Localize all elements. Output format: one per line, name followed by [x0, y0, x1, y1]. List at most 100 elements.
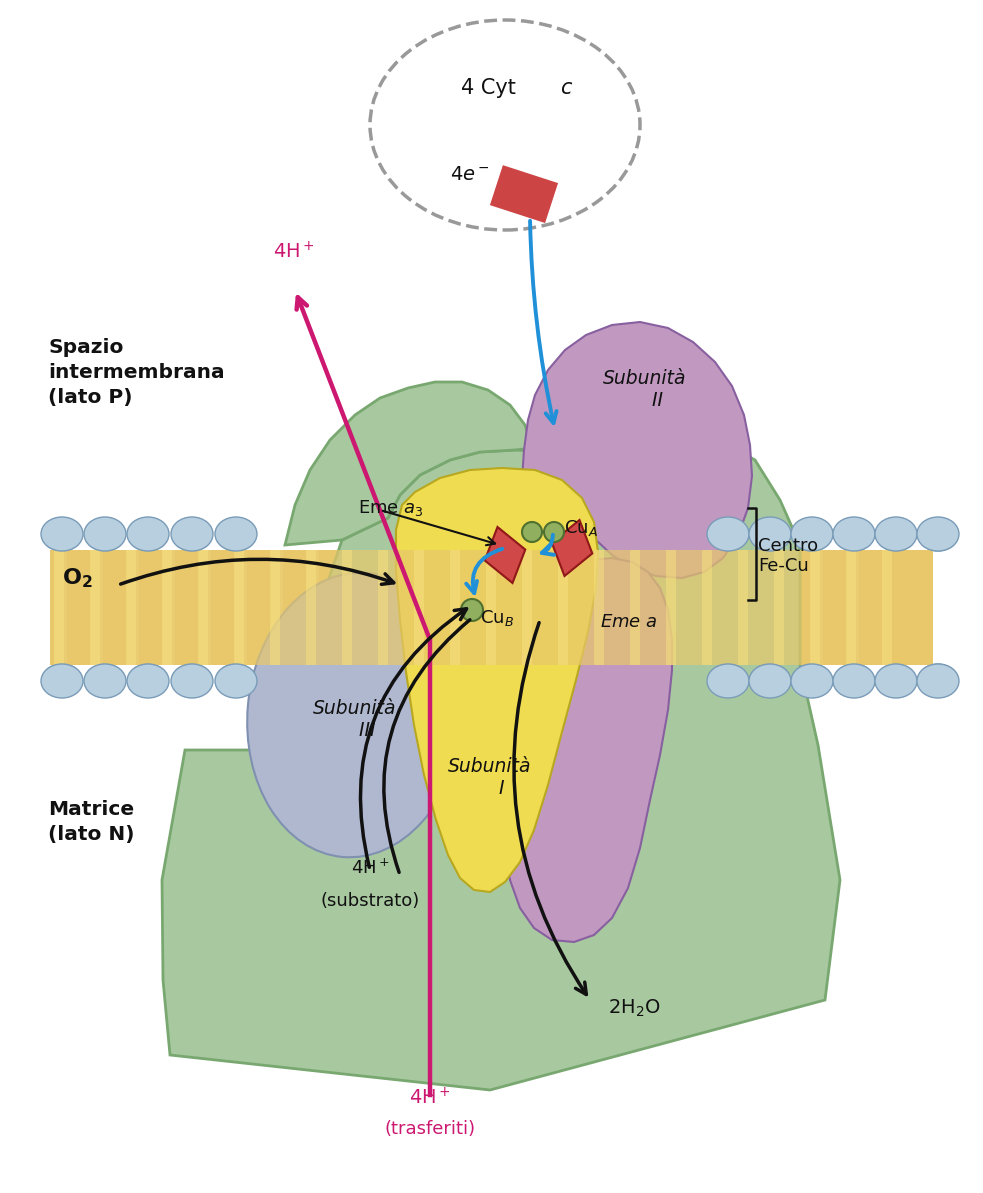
Bar — [667, 550, 679, 665]
Bar — [270, 550, 280, 665]
Text: Cu$_A$: Cu$_A$ — [564, 518, 598, 538]
Ellipse shape — [918, 665, 958, 696]
Bar — [666, 550, 676, 665]
Text: Subunità
    I: Subunità I — [448, 758, 532, 798]
Polygon shape — [162, 440, 840, 1090]
Bar — [882, 550, 892, 665]
Bar — [775, 550, 787, 665]
Ellipse shape — [791, 665, 833, 698]
Ellipse shape — [41, 517, 83, 551]
Ellipse shape — [85, 665, 125, 696]
Ellipse shape — [707, 517, 749, 551]
Polygon shape — [485, 527, 525, 583]
Ellipse shape — [792, 665, 832, 696]
Ellipse shape — [834, 519, 874, 551]
Bar — [127, 550, 139, 665]
Bar — [558, 550, 568, 665]
Bar — [235, 550, 247, 665]
Bar — [306, 550, 316, 665]
Bar — [559, 550, 571, 665]
Ellipse shape — [544, 523, 564, 542]
Text: Cu$_B$: Cu$_B$ — [480, 608, 514, 628]
Text: 4H$^+$: 4H$^+$ — [409, 1087, 451, 1108]
Bar — [50, 550, 933, 665]
Text: 4H$^+$: 4H$^+$ — [351, 859, 389, 878]
Ellipse shape — [876, 665, 916, 696]
Bar — [379, 550, 391, 665]
Ellipse shape — [708, 519, 748, 551]
Bar — [378, 550, 388, 665]
Bar — [847, 550, 859, 665]
Ellipse shape — [834, 665, 874, 696]
Text: Centro
Fe-Cu: Centro Fe-Cu — [758, 537, 818, 575]
Bar — [774, 550, 784, 665]
Bar — [199, 550, 211, 665]
Polygon shape — [396, 468, 598, 892]
Bar — [846, 550, 856, 665]
Bar — [594, 550, 604, 665]
Ellipse shape — [216, 665, 256, 696]
Polygon shape — [498, 558, 672, 942]
Ellipse shape — [370, 20, 640, 230]
Polygon shape — [498, 322, 752, 577]
Ellipse shape — [171, 517, 213, 551]
Text: 2H$_2$O: 2H$_2$O — [608, 997, 661, 1019]
Ellipse shape — [749, 665, 791, 698]
Ellipse shape — [216, 519, 256, 551]
Bar — [450, 550, 460, 665]
Text: Spazio
intermembrana
(lato P): Spazio intermembrana (lato P) — [48, 338, 225, 407]
Bar — [811, 550, 823, 665]
Text: (trasferiti): (trasferiti) — [384, 1120, 476, 1138]
Ellipse shape — [85, 519, 125, 551]
Bar — [414, 550, 424, 665]
Bar — [490, 165, 558, 223]
Bar — [54, 550, 64, 665]
Bar — [126, 550, 136, 665]
Ellipse shape — [876, 519, 916, 551]
Bar — [486, 550, 496, 665]
Ellipse shape — [918, 519, 958, 551]
Bar — [271, 550, 283, 665]
Ellipse shape — [42, 665, 82, 696]
Text: Eme $a$: Eme $a$ — [600, 613, 658, 631]
Ellipse shape — [215, 517, 257, 551]
Text: (substrato): (substrato) — [320, 892, 420, 910]
Bar — [739, 550, 751, 665]
Ellipse shape — [833, 517, 875, 551]
Ellipse shape — [84, 665, 126, 698]
Ellipse shape — [791, 517, 833, 551]
Ellipse shape — [42, 519, 82, 551]
Bar — [631, 550, 643, 665]
Ellipse shape — [917, 665, 959, 698]
Ellipse shape — [84, 517, 126, 551]
Polygon shape — [285, 382, 532, 545]
Ellipse shape — [792, 519, 832, 551]
Bar — [198, 550, 208, 665]
Ellipse shape — [750, 519, 790, 551]
Bar — [630, 550, 640, 665]
Text: Matrice
(lato N): Matrice (lato N) — [48, 801, 135, 843]
Bar — [55, 550, 67, 665]
Bar — [523, 550, 535, 665]
Ellipse shape — [127, 517, 169, 551]
Bar — [163, 550, 175, 665]
Bar — [307, 550, 319, 665]
Ellipse shape — [708, 665, 748, 696]
Ellipse shape — [833, 665, 875, 698]
Bar — [595, 550, 607, 665]
Ellipse shape — [875, 517, 917, 551]
Bar — [415, 550, 427, 665]
Ellipse shape — [215, 665, 257, 698]
Text: 4 Cyt: 4 Cyt — [461, 78, 549, 98]
Ellipse shape — [750, 665, 790, 696]
Ellipse shape — [128, 519, 168, 551]
Bar — [91, 550, 103, 665]
Bar — [451, 550, 463, 665]
Bar — [162, 550, 172, 665]
Ellipse shape — [247, 573, 463, 858]
Ellipse shape — [172, 519, 212, 551]
Ellipse shape — [522, 523, 542, 542]
Ellipse shape — [917, 517, 959, 551]
Ellipse shape — [707, 665, 749, 698]
Text: Subunità
    III: Subunità III — [314, 699, 397, 741]
